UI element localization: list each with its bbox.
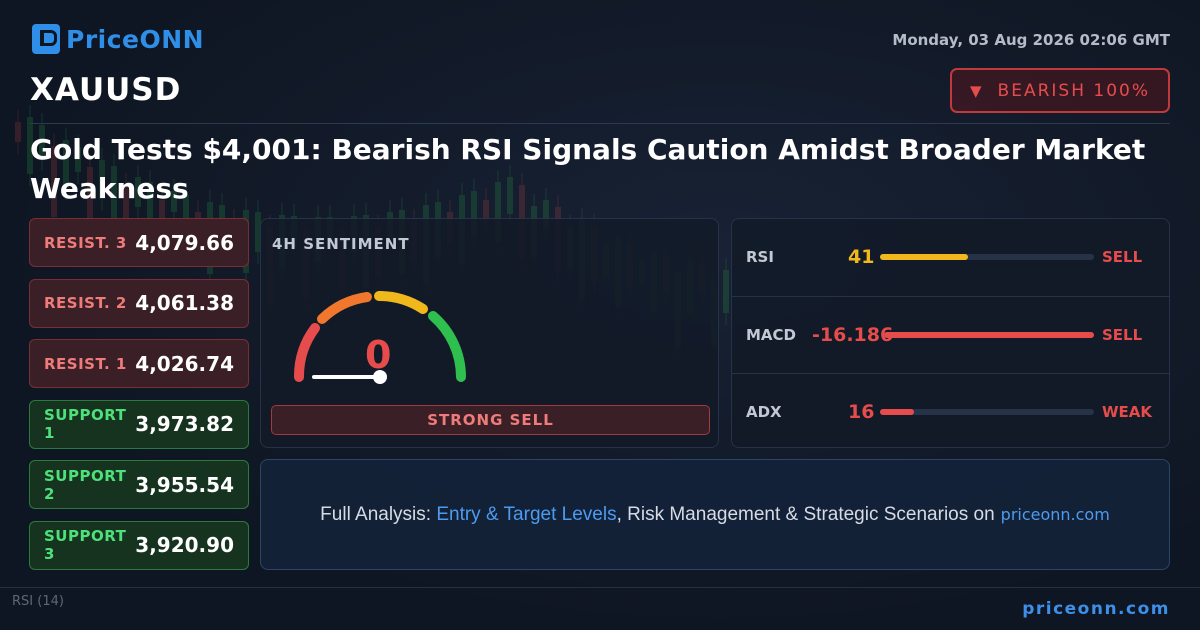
price-levels: RESIST. 3 4,079.66 RESIST. 2 4,061.38 RE… — [29, 218, 249, 581]
bg-candle — [63, 140, 69, 188]
bearish-badge: ▼ BEARISH 100% — [950, 68, 1170, 113]
footer-rsi-label: RSI (14) — [12, 594, 64, 609]
gauge-arc-red — [293, 323, 320, 382]
cta-domain-link[interactable]: priceonn.com — [1000, 505, 1110, 524]
bg-candle — [255, 212, 261, 252]
footer-rsi-name: RSI — [12, 594, 34, 609]
level-resist-1: RESIST. 1 4,026.74 — [29, 339, 249, 388]
gauge-arc-orange — [317, 292, 372, 324]
level-value: 3,920.90 — [135, 533, 234, 557]
indicator-bar — [880, 408, 1094, 415]
bg-candle — [723, 270, 729, 313]
bg-candle — [507, 177, 513, 214]
indicator-bar — [884, 331, 1094, 338]
cta-suffix: , Risk Management & Strategic Scenarios … — [616, 503, 995, 525]
bg-candle — [15, 122, 21, 142]
bg-candle — [99, 160, 105, 199]
level-name: SUPPORT 2 — [44, 466, 127, 503]
indicator-signal: WEAK — [1102, 402, 1153, 421]
level-value: 4,026.74 — [135, 351, 234, 376]
headline: Gold Tests $4,001: Bearish RSI Signals C… — [30, 133, 1146, 205]
footer-rsi-period: (14) — [37, 594, 64, 609]
indicator-row-adx: ADX 16 WEAK — [732, 373, 1169, 449]
level-resist-2: RESIST. 2 4,061.38 — [29, 278, 249, 328]
cta-prefix: Full Analysis: — [320, 503, 437, 525]
triangle-down-icon: ▼ — [970, 81, 984, 100]
full-analysis-cta[interactable]: Full Analysis: Entry & Target Levels , R… — [260, 459, 1170, 570]
gauge-arc-yellow — [374, 291, 428, 314]
bg-candle — [39, 125, 45, 159]
bg-candle — [51, 146, 57, 217]
sentiment-gauge — [293, 291, 466, 384]
level-name: RESIST. 2 — [44, 294, 127, 312]
indicator-name: MACD — [746, 325, 796, 344]
level-value: 4,061.38 — [135, 291, 234, 315]
level-support-1: SUPPORT 1 3,973.82 — [29, 399, 249, 449]
header-divider — [30, 123, 1170, 124]
indicator-signal: SELL — [1102, 248, 1143, 266]
gauge-hub — [373, 370, 387, 384]
bg-candle — [75, 147, 81, 172]
badge-label: BEARISH 100% — [997, 80, 1150, 101]
level-name: SUPPORT 1 — [44, 406, 127, 442]
gauge-arc-green — [428, 311, 466, 382]
level-support-2: SUPPORT 2 3,955.54 — [29, 460, 249, 509]
level-value: 3,955.54 — [135, 472, 234, 497]
bg-candle — [147, 182, 153, 249]
bg-candle — [171, 191, 177, 212]
bg-candle — [111, 166, 117, 242]
indicator-value: 16 — [848, 400, 875, 423]
indicator-signal: SELL — [1102, 325, 1143, 344]
indicators-panel: RSI 41 SELL MACD -16.186 SELL ADX 16 WEA… — [731, 218, 1170, 448]
level-value: 3,973.82 — [135, 412, 234, 436]
level-resist-3: RESIST. 3 4,079.66 — [29, 218, 249, 267]
sentiment-value: 0 — [365, 333, 392, 377]
datetime: Monday, 03 Aug 2026 02:06 GMT — [892, 31, 1170, 49]
bg-candle — [123, 185, 129, 238]
cta-highlight-link[interactable]: Entry & Target Levels — [436, 503, 617, 525]
level-name: SUPPORT 3 — [44, 527, 127, 563]
bg-candle — [495, 182, 501, 242]
indicator-name: ADX — [746, 402, 782, 421]
indicator-row-macd: MACD -16.186 SELL — [732, 296, 1169, 372]
footer-domain-link[interactable]: priceonn.com — [1022, 599, 1170, 619]
symbol-title: XAUUSD — [30, 72, 182, 108]
bg-candle — [27, 117, 33, 174]
bg-candle — [135, 177, 141, 207]
bg-candle — [543, 200, 549, 228]
indicator-bar-fill — [884, 331, 1094, 338]
bg-candle — [483, 200, 489, 223]
level-name: RESIST. 1 — [44, 354, 127, 373]
indicator-value: -16.186 — [812, 323, 894, 346]
indicator-row-rsi: RSI 41 SELL — [732, 219, 1169, 295]
sentiment-label: STRONG SELL — [271, 405, 710, 435]
bg-candle — [471, 191, 477, 237]
brand-logo: PriceONN — [32, 24, 204, 54]
indicator-bar — [880, 254, 1094, 260]
indicator-value: 41 — [848, 246, 875, 268]
footer-divider — [0, 587, 1200, 588]
indicator-bar-fill — [880, 254, 968, 260]
brand-logo-icon — [32, 24, 60, 54]
sentiment-panel: 4H SENTIMENT 0 STRONG SELL — [260, 218, 719, 448]
bg-candle — [87, 167, 93, 229]
level-support-3: SUPPORT 3 3,920.90 — [29, 520, 249, 570]
sentiment-title: 4H SENTIMENT — [272, 235, 410, 253]
indicator-bar-fill — [880, 408, 915, 415]
level-value: 4,079.66 — [135, 230, 234, 255]
brand-name: PriceONN — [66, 24, 205, 54]
indicator-name: RSI — [746, 248, 774, 266]
level-name: RESIST. 3 — [44, 233, 127, 252]
